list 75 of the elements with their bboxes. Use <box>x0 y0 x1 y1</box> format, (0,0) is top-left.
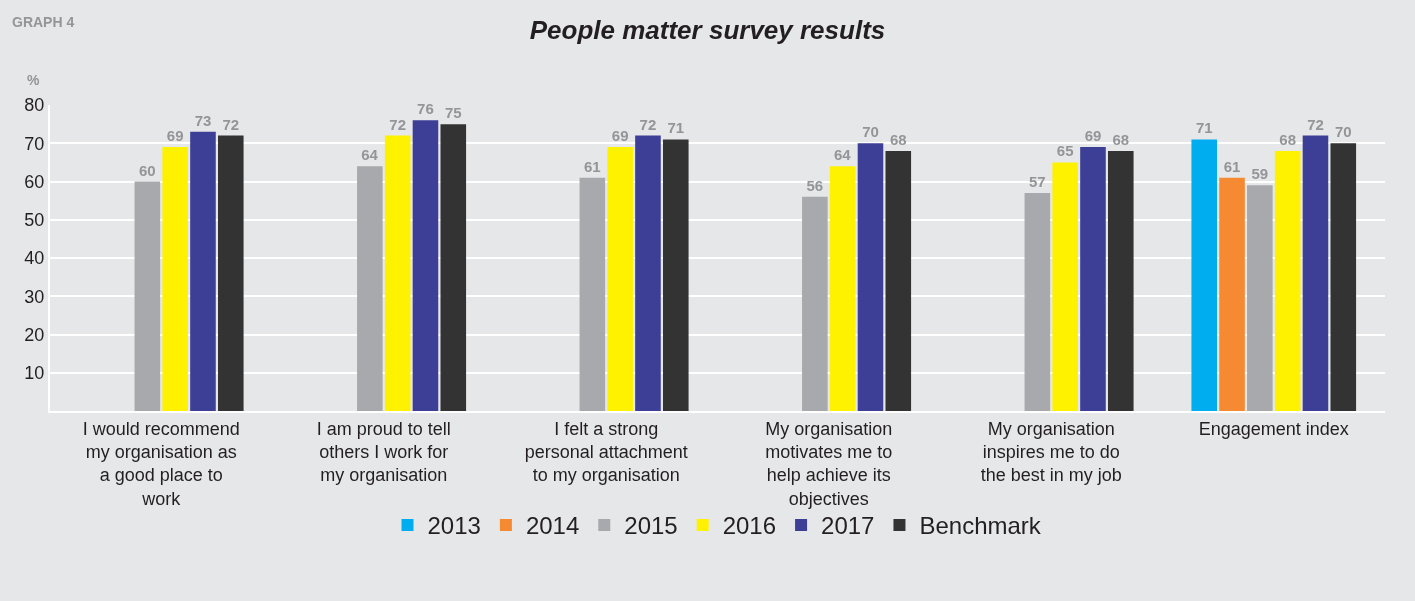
data-label: 71 <box>1195 119 1213 137</box>
bar <box>1080 147 1106 411</box>
y-tick-label: 80 <box>24 95 45 116</box>
bar <box>412 120 439 411</box>
bar <box>1107 150 1134 411</box>
x-tick-label: My organisation motivates me to help achieve its objectives <box>765 418 893 509</box>
data-label: 72 <box>1307 115 1324 133</box>
data-label: 59 <box>1251 165 1269 183</box>
chart-title: People matter survey results <box>529 15 886 46</box>
data-label: 76 <box>417 100 434 118</box>
y-tick-label: 20 <box>24 324 45 345</box>
bar <box>190 131 216 411</box>
bar <box>802 196 828 411</box>
x-tick-label: My organisation inspires me to do the best in my job <box>980 418 1122 486</box>
data-label: 72 <box>389 115 406 133</box>
x-tick-label: I am proud to tell others I work for my organisation <box>316 418 451 486</box>
y-tick-label: 50 <box>24 210 45 231</box>
x-tick-label: I felt a strong personal attachment to my organisation <box>524 418 688 486</box>
data-label: 60 <box>139 161 156 179</box>
legend-label: 2015 <box>624 512 678 540</box>
y-tick-label: 70 <box>24 133 45 154</box>
bar <box>357 166 383 411</box>
data-label: 65 <box>1056 142 1074 160</box>
data-label: 68 <box>889 130 907 148</box>
bar <box>579 177 606 411</box>
data-label: 70 <box>1334 123 1352 141</box>
data-label: 72 <box>222 115 240 133</box>
bar <box>384 135 411 411</box>
data-label: 70 <box>862 123 879 141</box>
legend-label: 2017 <box>821 512 875 540</box>
bar <box>1247 185 1273 411</box>
bar <box>217 135 244 411</box>
data-label: 73 <box>194 111 212 129</box>
bar <box>1274 150 1301 411</box>
bar <box>829 166 856 411</box>
caption: GRAPH 4 <box>12 14 75 30</box>
data-label: 68 <box>1279 130 1296 148</box>
legend-label: Benchmark <box>919 512 1042 540</box>
bar <box>1191 139 1218 411</box>
y-tick-label: 10 <box>24 363 45 384</box>
data-label: 69 <box>166 127 184 145</box>
bar <box>857 143 884 411</box>
bar <box>885 150 912 411</box>
data-label: 72 <box>639 115 657 133</box>
bar <box>134 181 161 411</box>
data-label: 61 <box>1223 157 1241 175</box>
y-tick-label: 40 <box>24 248 45 269</box>
data-label: 68 <box>1112 130 1130 148</box>
x-tick-label: Engagement index <box>1198 418 1349 439</box>
data-label: 75 <box>444 104 462 122</box>
legend-label: 2016 <box>722 512 777 540</box>
x-tick-label: I would recommend my organisation as a good place to work <box>82 418 240 509</box>
data-label: 64 <box>361 146 379 164</box>
bar <box>1052 162 1078 411</box>
data-label: 57 <box>1029 172 1046 190</box>
data-label: 56 <box>806 176 824 194</box>
y-axis-title: % <box>27 72 40 88</box>
bar <box>440 124 467 411</box>
data-label: 64 <box>833 146 852 164</box>
data-label: 61 <box>584 157 601 175</box>
bar <box>635 135 661 411</box>
legend-label: 2013 <box>427 512 481 540</box>
bar <box>607 147 633 411</box>
legend-label: 2014 <box>525 512 580 540</box>
y-tick-label: 60 <box>24 171 45 192</box>
y-tick-label: 30 <box>24 286 45 307</box>
bar <box>1330 143 1357 411</box>
bar <box>1024 192 1051 411</box>
bar <box>1219 177 1245 411</box>
data-label: 69 <box>1084 127 1102 145</box>
data-label: 69 <box>611 127 629 145</box>
data-label: 71 <box>667 119 685 137</box>
bar <box>662 139 689 411</box>
bar <box>162 147 188 411</box>
bar <box>1302 135 1329 411</box>
